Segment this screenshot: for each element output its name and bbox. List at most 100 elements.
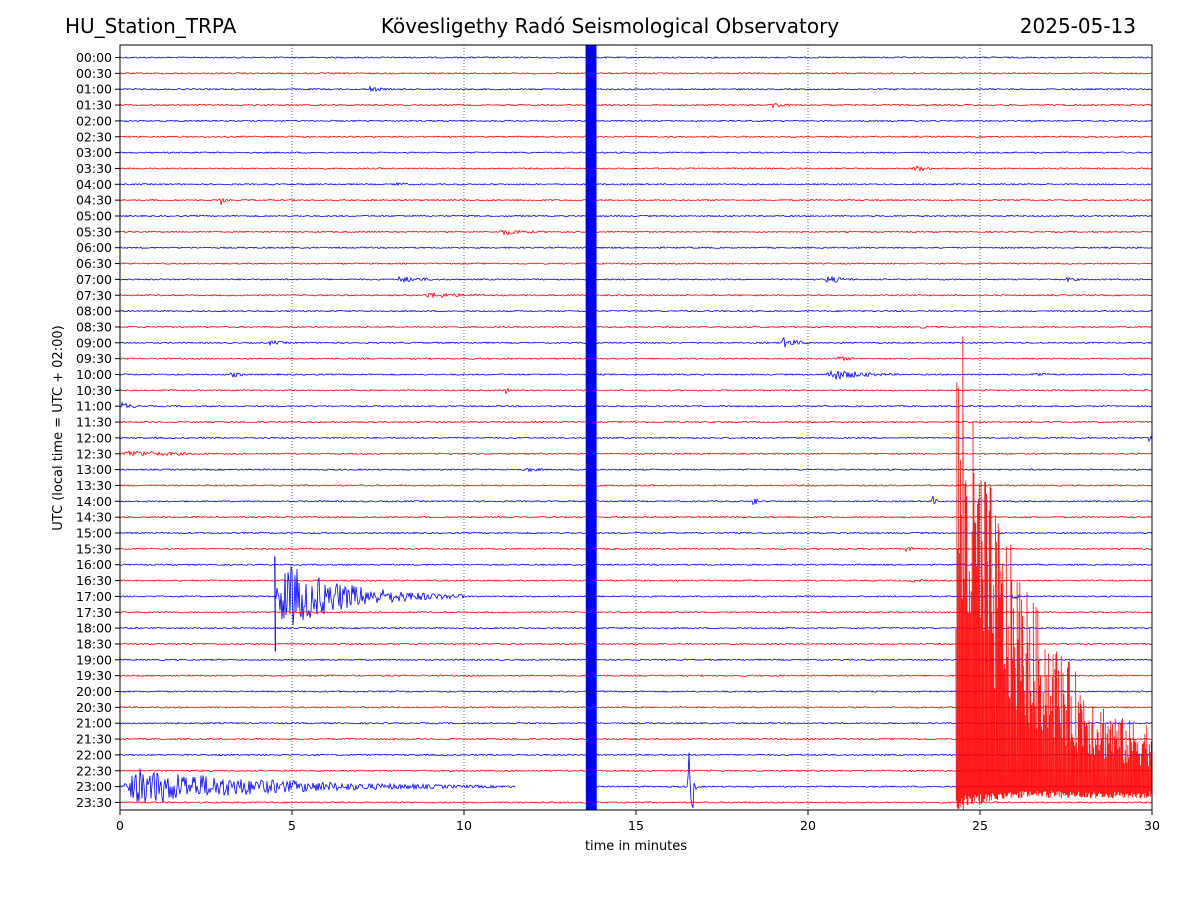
y-tick-label: 01:30: [76, 98, 112, 113]
trace-line: [119, 610, 1153, 614]
trace-line: [119, 563, 1153, 567]
trace-line: [119, 546, 1153, 553]
y-tick-label: 07:30: [76, 288, 112, 303]
trace-line: [119, 420, 1153, 424]
y-tick-label: 23:00: [76, 779, 112, 794]
y-tick-label: 11:00: [76, 399, 112, 414]
y-tick-label: 08:00: [76, 304, 112, 319]
y-tick-label: 11:30: [76, 415, 112, 430]
y-tick-label: 08:30: [76, 319, 112, 334]
large-event-trace: [955, 336, 1153, 811]
trace-line: [119, 566, 1153, 626]
y-tick-label: 15:30: [76, 541, 112, 556]
trace-line: [119, 484, 1153, 487]
y-tick-label: 18:00: [76, 621, 112, 636]
y-tick-label: 16:00: [76, 557, 112, 572]
y-tick-label: 12:00: [76, 430, 112, 445]
x-axis-label: time in minutes: [585, 839, 687, 854]
y-tick-label: 17:30: [76, 605, 112, 620]
y-tick-label: 19:00: [76, 652, 112, 667]
y-tick-label: 21:30: [76, 732, 112, 747]
chart-date: 2025-05-13: [1019, 14, 1136, 38]
x-axis-ticks: 0 5 10 15 20 25 30: [116, 810, 1160, 833]
y-tick-label: 01:00: [76, 82, 112, 97]
y-tick-label: 10:00: [76, 367, 112, 382]
y-axis-ticks: 00:0000:3001:0001:3002:0002:3003:0003:30…: [76, 50, 120, 810]
trace-line: [119, 135, 1153, 139]
y-tick-label: 20:30: [76, 700, 112, 715]
trace-line: [119, 531, 1153, 535]
y-tick-label: 21:00: [76, 716, 112, 731]
trace-line: [119, 369, 1153, 381]
trace-line: [119, 72, 1153, 75]
x-tick-label: 20: [800, 818, 816, 833]
y-tick-label: 19:30: [76, 668, 112, 683]
y-tick-label: 20:00: [76, 684, 112, 699]
y-tick-label: 14:30: [76, 510, 112, 525]
trace-line: [119, 309, 1153, 313]
trace-line: [119, 275, 1153, 284]
y-tick-label: 06:30: [76, 256, 112, 271]
trace-line: [119, 119, 1153, 123]
trace-line: [119, 355, 1153, 362]
trace-line: [119, 181, 1153, 187]
chart-title: Kövesligethy Radó Seismological Observat…: [380, 14, 840, 38]
trace-line: [119, 292, 1153, 299]
trace-line: [119, 151, 1153, 154]
y-tick-label: 03:00: [76, 145, 112, 160]
y-tick-label: 09:00: [76, 335, 112, 350]
y-tick-label: 14:00: [76, 494, 112, 509]
trace-line: [119, 325, 1153, 329]
trace-line: [119, 197, 1153, 205]
trace-line: [119, 337, 1153, 348]
trace-line: [119, 467, 1153, 473]
trace-line: [119, 450, 1153, 457]
trace-line: [119, 56, 1153, 59]
trace-line: [119, 84, 1153, 93]
trace-line: [119, 401, 1153, 409]
y-tick-label: 04:30: [76, 193, 112, 208]
broadband-pulse: [585, 44, 597, 811]
y-tick-label: 02:30: [76, 129, 112, 144]
x-tick-label: 25: [972, 818, 988, 833]
x-tick-label: 5: [288, 818, 296, 833]
y-tick-label: 22:00: [76, 747, 112, 762]
y-tick-label: 17:00: [76, 589, 112, 604]
y-tick-label: 22:30: [76, 763, 112, 778]
y-tick-label: 04:00: [76, 177, 112, 192]
y-tick-label: 10:30: [76, 383, 112, 398]
y-tick-label: 12:30: [76, 446, 112, 461]
trace-line: [119, 387, 1153, 395]
y-tick-label: 00:30: [76, 66, 112, 81]
y-tick-label: 03:30: [76, 161, 112, 176]
y-tick-label: 00:00: [76, 50, 112, 65]
trace-line: [119, 214, 1153, 218]
y-tick-label: 05:30: [76, 224, 112, 239]
trace-line: [119, 495, 1153, 506]
y-tick-label: 07:00: [76, 272, 112, 287]
y-tick-label: 13:00: [76, 462, 112, 477]
y-tick-label: 23:30: [76, 795, 112, 810]
grid-lines: [291, 45, 981, 810]
x-tick-label: 0: [116, 818, 124, 833]
trace-line: [119, 165, 1153, 173]
y-axis-label: UTC (local time = UTC + 02:00): [51, 325, 66, 530]
x-tick-label: 10: [456, 818, 472, 833]
y-tick-label: 16:30: [76, 573, 112, 588]
spike-trace: [274, 556, 276, 652]
y-tick-label: 02:00: [76, 113, 112, 128]
y-tick-label: 18:30: [76, 636, 112, 651]
y-tick-label: 09:30: [76, 351, 112, 366]
trace-line: [119, 229, 1153, 237]
x-tick-label: 30: [1144, 818, 1160, 833]
trace-line: [119, 262, 1153, 265]
x-tick-label: 15: [628, 818, 644, 833]
y-tick-label: 05:00: [76, 209, 112, 224]
trace-line: [119, 435, 1153, 443]
trace-line: [119, 246, 1153, 250]
y-tick-label: 06:00: [76, 240, 112, 255]
y-tick-label: 15:00: [76, 526, 112, 541]
trace-lines: [119, 44, 1153, 811]
trace-line: [119, 515, 1153, 519]
